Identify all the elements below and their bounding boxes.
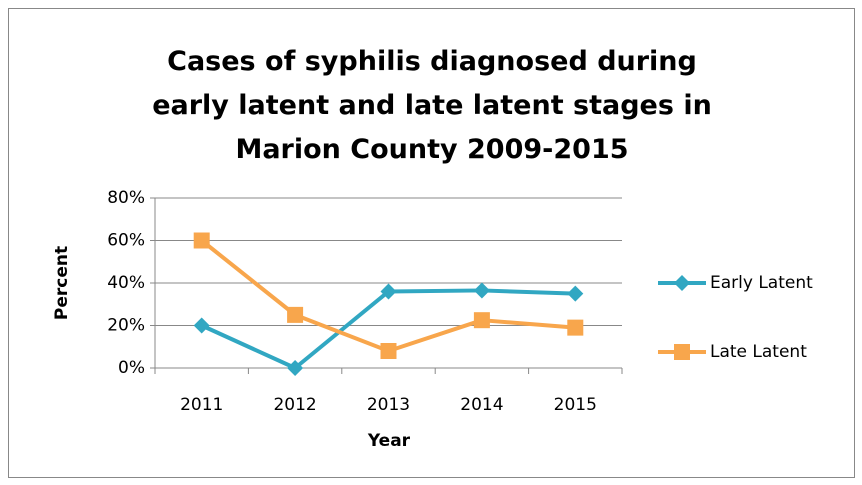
marker [473, 312, 490, 329]
legend-label: Late Latent [710, 342, 807, 362]
legend-marker [674, 275, 690, 291]
marker [567, 319, 584, 336]
legend-marker [674, 344, 690, 360]
marker [193, 317, 210, 334]
y-tick-label: 0% [118, 358, 145, 378]
chart-border [8, 8, 855, 478]
legend-label: Early Latent [710, 273, 813, 293]
marker [193, 232, 210, 249]
x-tick-label: 2015 [554, 395, 597, 415]
x-tick-label: 2013 [367, 395, 410, 415]
y-tick-label: 40% [107, 273, 145, 293]
x-axis-title: Year [367, 431, 411, 451]
x-tick-label: 2014 [460, 395, 503, 415]
marker [473, 282, 490, 299]
marker [567, 285, 584, 302]
y-tick-label: 80% [107, 188, 145, 208]
y-tick-label: 20% [107, 316, 145, 336]
marker [380, 283, 397, 300]
x-tick-label: 2011 [180, 395, 223, 415]
chart-title: Cases of syphilis diagnosed during early… [152, 46, 712, 165]
marker [380, 343, 397, 359]
x-tick-label: 2012 [273, 395, 316, 415]
y-axis-title: Percent [52, 246, 72, 320]
y-tick-label: 60% [107, 231, 145, 251]
marker [287, 360, 304, 376]
marker [287, 306, 304, 323]
